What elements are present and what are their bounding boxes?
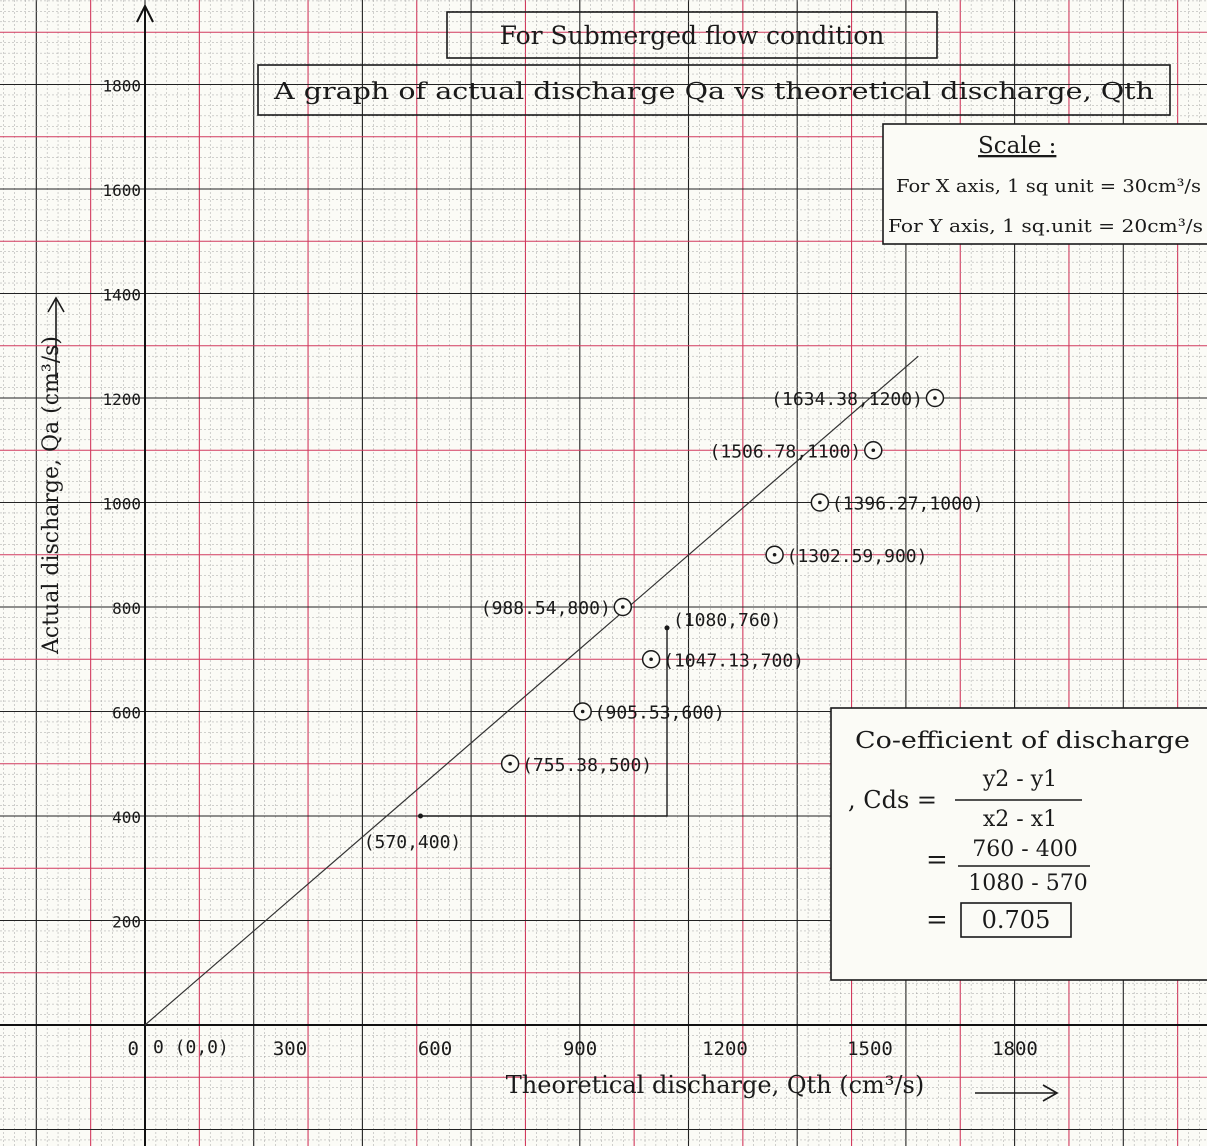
origin-label: 0 [128, 1038, 139, 1060]
x-tick-label: 300 [273, 1038, 307, 1060]
coefficient-lhs: , Cds = [848, 786, 937, 814]
x-axis-label: Theoretical discharge, Qth (cm³/s) [506, 1071, 924, 1099]
y-tick-label: 1400 [102, 286, 141, 305]
formula-result: 0.705 [982, 906, 1051, 934]
y-tick-label: 1000 [102, 495, 141, 514]
formula-num-values: 760 - 400 [972, 837, 1077, 862]
data-point-center [933, 396, 937, 400]
data-point-label: (755.38,500) [522, 755, 652, 776]
data-point-label: (1634.38,1200) [771, 389, 923, 410]
x-tick-label: 1500 [847, 1038, 893, 1060]
slope-point [664, 625, 670, 631]
data-point-center [580, 709, 585, 714]
scale-y-text: For Y axis, 1 sq.unit = 20cm³/s [888, 216, 1203, 237]
slope-point-label: (1080,760) [673, 610, 781, 631]
axes: 300 600 900 1200 1500 1800 200 400 600 800 1000 120… [0, 3, 1207, 1146]
y-tick-label: 800 [112, 599, 141, 618]
data-point-label: (988.54,800) [481, 598, 611, 619]
data-point-label: (1506.78,1100) [710, 441, 862, 462]
origin-point-label: 0 (0,0) [153, 1037, 229, 1058]
y-axis-direction-arrow [47, 296, 65, 380]
x-tick-label: 1800 [992, 1038, 1038, 1060]
y-tick-label: 400 [112, 808, 141, 827]
x-tick-label: 900 [563, 1038, 597, 1060]
data-point-label: (1047.13,700) [663, 650, 804, 671]
y-tick-label: 200 [112, 913, 141, 932]
best-fit-line [144, 355, 919, 1026]
x-axis-direction-arrow [975, 1084, 1059, 1102]
coefficient-box: Co-efficient of discharge , Cds = y2 - y… [830, 707, 1207, 981]
formula-equals-1: = [926, 845, 948, 875]
coefficient-heading: Co-efficient of discharge [855, 728, 1190, 754]
data-point-center [772, 552, 777, 557]
data-point-label: (1302.59,900) [787, 546, 928, 567]
title-box-2: A graph of actual discharge Qa vs theore… [257, 64, 1171, 116]
slope-point-label: (570,400) [364, 832, 462, 853]
formula-numerator: y2 - y1 [982, 767, 1057, 792]
scale-x-text: For X axis, 1 sq unit = 30cm³/s [896, 176, 1201, 197]
x-tick-label: 1200 [702, 1038, 748, 1060]
y-tick-label: 1600 [102, 181, 141, 200]
formula-den-values: 1080 - 570 [968, 871, 1087, 896]
formula-denominator: x2 - x1 [983, 807, 1057, 832]
data-point-center [649, 657, 653, 662]
y-tick-label: 1200 [102, 390, 141, 409]
data-point-center [508, 761, 512, 766]
y-axis-arrowhead [136, 3, 154, 23]
data-point-center [818, 500, 822, 505]
data-point-center [620, 605, 625, 609]
slope-triangle [420, 627, 668, 817]
chart-title-line1: For Submerged flow condition [500, 21, 885, 50]
scale-heading: Scale : [978, 133, 1056, 159]
y-tick-label: 600 [112, 704, 141, 723]
data-point-label: (905.53,600) [595, 703, 725, 724]
result-box [960, 902, 1072, 938]
chart-title-line2: A graph of actual discharge Qa vs theore… [273, 79, 1154, 105]
scale-box: Scale : For X axis, 1 sq unit = 30cm³/s … [882, 123, 1207, 245]
x-tick-label: 600 [418, 1038, 452, 1060]
formula-equals-2: = [926, 905, 948, 935]
slope-point [418, 813, 423, 819]
data-point-label: (1396.27,1000) [832, 494, 984, 515]
data-marks: (570,400) (1080,760) (755.38,500) (905.53,6… [144, 355, 984, 1026]
title-box-1: For Submerged flow condition [446, 11, 938, 59]
y-tick-label: 1800 [102, 77, 141, 96]
data-point-center [871, 448, 876, 453]
y-axis-label: Actual discharge, Qa (cm³/s) [39, 336, 64, 655]
